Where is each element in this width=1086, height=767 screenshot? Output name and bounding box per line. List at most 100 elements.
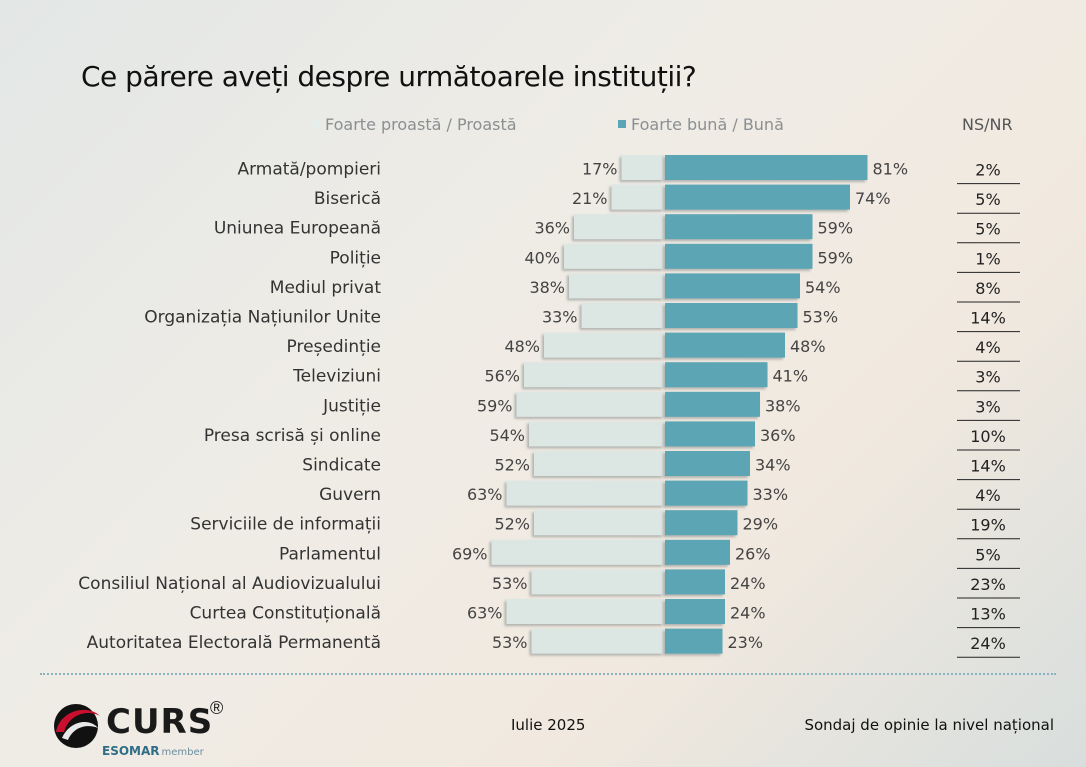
bar-positive	[665, 332, 785, 358]
legend-negative-label: Foarte proastă / Proastă	[325, 115, 517, 134]
survey-date: Iulie 2025	[511, 716, 586, 734]
data-label-negative: 36%	[534, 219, 570, 238]
survey-description: Sondaj de opinie la nivel național	[804, 716, 1054, 734]
data-label-nsnr: 24%	[970, 634, 1006, 653]
registered-mark: ®	[210, 698, 224, 718]
data-label-nsnr: 8%	[975, 279, 1000, 298]
data-label-positive: 59%	[818, 248, 854, 267]
bar-negative	[529, 421, 664, 447]
category-label: Poliție	[330, 248, 381, 268]
category-label: Autoritatea Electorală Permanentă	[87, 633, 381, 653]
data-label-positive: 41%	[773, 367, 809, 386]
data-label-negative: 59%	[477, 396, 513, 415]
data-label-nsnr: 14%	[970, 309, 1006, 328]
bar-positive	[665, 214, 813, 240]
bar-negative	[531, 628, 664, 654]
bar-positive	[665, 303, 798, 328]
bar-negative	[564, 243, 664, 269]
category-label: Televiziuni	[292, 367, 381, 387]
data-label-positive: 59%	[818, 219, 854, 238]
category-label: Serviciile de informații	[190, 515, 381, 535]
data-label-nsnr: 4%	[975, 486, 1000, 505]
data-label-negative: 53%	[492, 574, 528, 593]
data-label-nsnr: 13%	[970, 605, 1006, 624]
bar-negative	[506, 480, 664, 506]
category-label: Guvern	[319, 485, 381, 505]
bar-negative	[534, 451, 664, 476]
bar-positive	[665, 155, 868, 180]
bar-positive	[665, 362, 768, 388]
esomar-label: ESOMAR	[102, 744, 160, 758]
data-label-positive: 34%	[755, 456, 791, 475]
data-label-negative: 40%	[524, 248, 560, 267]
esomar-badge: ESOMAR member	[102, 744, 204, 758]
data-label-positive: 81%	[873, 160, 909, 179]
data-label-negative: 69%	[452, 544, 488, 563]
category-label: Uniunea Europeană	[214, 219, 381, 239]
data-label-positive: 29%	[743, 515, 779, 534]
bar-negative	[611, 184, 664, 210]
legend-negative-swatch	[312, 120, 320, 128]
data-label-nsnr: 1%	[975, 249, 1000, 268]
bar-negative	[544, 332, 664, 358]
bar-negative	[534, 510, 664, 536]
bar-negative	[569, 273, 664, 299]
brand-name: CURS	[106, 702, 214, 742]
data-label-positive: 74%	[855, 189, 891, 208]
bar-negative	[524, 362, 664, 388]
bar-negative	[531, 569, 664, 595]
data-label-positive: 24%	[730, 574, 766, 593]
data-label-negative: 38%	[529, 278, 565, 297]
category-label: Curtea Constituțională	[190, 604, 381, 624]
bar-negative	[581, 303, 664, 328]
data-label-positive: 26%	[735, 544, 771, 563]
data-label-positive: 36%	[760, 426, 796, 445]
legend-positive-label: Foarte bună / Bună	[631, 115, 784, 134]
legend-negative: Foarte proastă / Proastă	[312, 115, 517, 134]
data-label-nsnr: 14%	[970, 457, 1006, 476]
bar-positive	[665, 184, 850, 210]
legend-positive: Foarte bună / Bună	[618, 115, 784, 134]
data-label-positive: 48%	[790, 337, 826, 356]
category-label: Biserică	[314, 189, 381, 209]
data-label-nsnr: 5%	[975, 220, 1000, 239]
data-label-negative: 63%	[467, 485, 503, 504]
bar-positive	[665, 451, 750, 476]
data-label-negative: 56%	[484, 367, 520, 386]
curs-logo: CURS ® ESOMAR member	[50, 698, 240, 760]
bar-positive	[665, 243, 813, 269]
bar-positive	[665, 273, 800, 299]
data-label-nsnr: 4%	[975, 338, 1000, 357]
category-label: Armată/pompieri	[237, 160, 381, 180]
member-label: member	[161, 747, 204, 758]
bar-positive	[665, 569, 725, 595]
data-label-positive: 53%	[803, 308, 839, 327]
curs-logo-icon	[54, 704, 100, 748]
data-label-nsnr: 5%	[975, 545, 1000, 564]
bar-positive	[665, 421, 755, 447]
data-label-nsnr: 5%	[975, 190, 1000, 209]
bar-negative	[621, 155, 664, 180]
data-label-negative: 52%	[494, 456, 530, 475]
chart-title: Ce părere aveți despre următoarele insti…	[81, 60, 697, 93]
data-label-negative: 54%	[489, 426, 525, 445]
category-label: Presa scrisă și online	[204, 426, 381, 446]
data-label-negative: 17%	[582, 160, 618, 179]
bar-negative	[506, 599, 664, 624]
bar-negative	[516, 391, 664, 417]
category-label: Organizația Națiunilor Unite	[144, 308, 381, 328]
category-label: Consiliul Național al Audiovizualului	[78, 574, 381, 594]
bar-positive	[665, 539, 730, 565]
legend-positive-swatch	[618, 120, 626, 128]
data-label-nsnr: 10%	[970, 427, 1006, 446]
footer-divider	[40, 673, 1056, 675]
data-label-negative: 53%	[492, 633, 528, 652]
category-label: Mediul privat	[270, 278, 382, 298]
nsnr-header: NS/NR	[962, 115, 1013, 134]
data-label-positive: 33%	[753, 485, 789, 504]
data-label-positive: 23%	[728, 633, 764, 652]
data-label-negative: 33%	[542, 308, 578, 327]
data-label-nsnr: 3%	[975, 397, 1000, 416]
data-label-positive: 54%	[805, 278, 841, 297]
